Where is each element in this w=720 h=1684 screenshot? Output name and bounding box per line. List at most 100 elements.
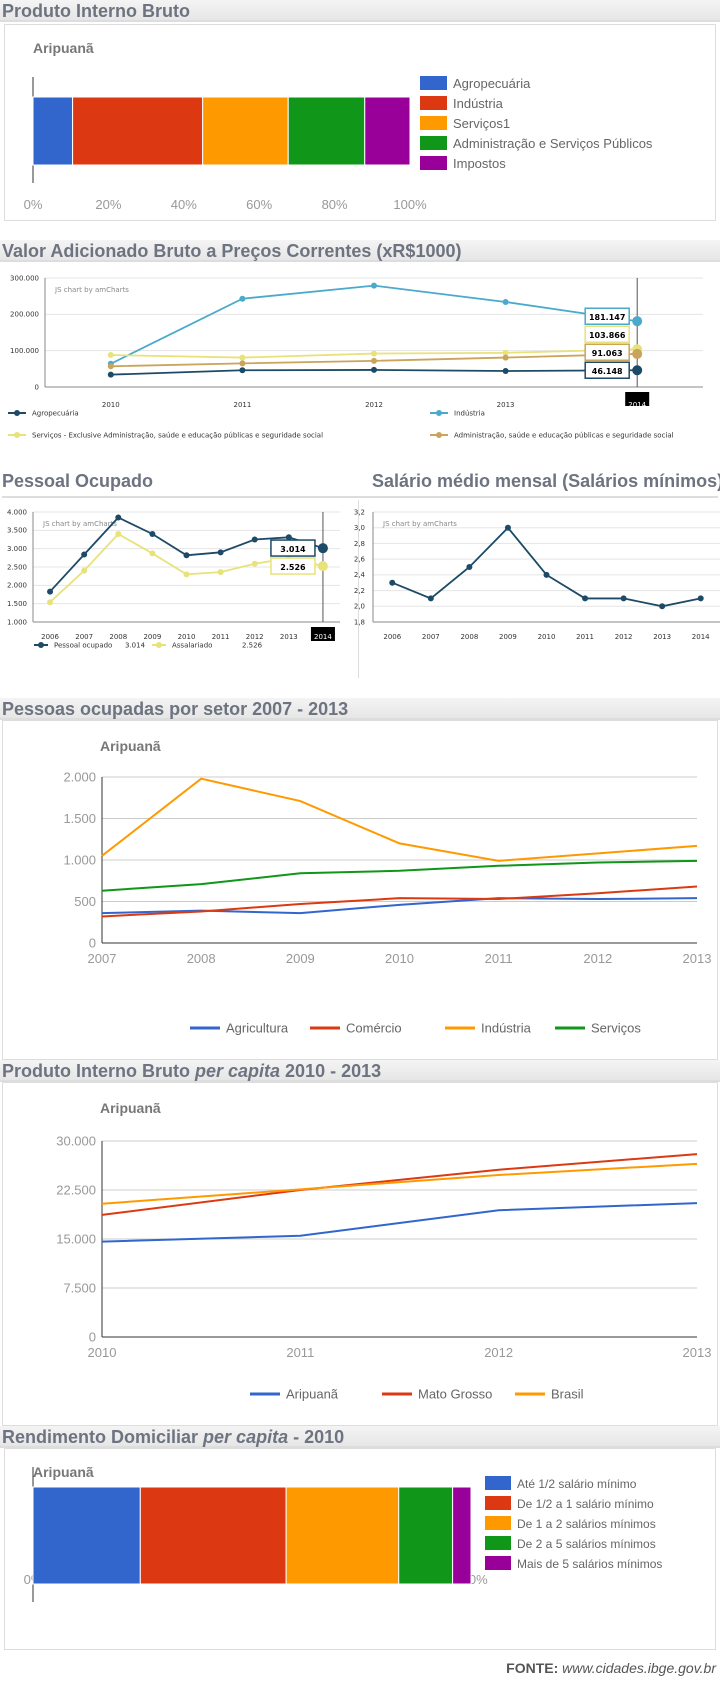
data-point <box>502 349 509 356</box>
x-tick-label: 2008 <box>460 633 478 641</box>
data-point <box>239 360 246 367</box>
y-tick-label: 0 <box>89 1329 96 1344</box>
x-tick-label: 2009 <box>499 633 517 641</box>
x-tick-label: 2011 <box>233 401 251 409</box>
pib-place-title: Aripuanã <box>33 40 94 56</box>
value-balloon-text: 103.866 <box>589 331 626 340</box>
legend-label: Aripuanã <box>286 1386 339 1401</box>
data-point <box>149 531 156 537</box>
series-line <box>101 859 698 892</box>
data-point <box>582 595 589 602</box>
y-tick-label: 2,4 <box>354 571 366 579</box>
bar-segment <box>285 1486 400 1585</box>
legend-label: Indústria <box>454 409 485 417</box>
x-tick-label: 2009 <box>143 633 161 641</box>
value-balloon <box>584 307 630 325</box>
data-point <box>620 595 627 602</box>
y-tick-label: 2,6 <box>354 555 366 563</box>
data-point <box>81 567 88 574</box>
data-point <box>239 295 246 302</box>
data-point <box>251 560 258 567</box>
y-tick-label: 0 <box>89 935 96 950</box>
legend-label: Mais de 5 salários mínimos <box>517 1557 662 1571</box>
data-point <box>183 552 190 559</box>
divider <box>2 496 718 498</box>
x-tick-label: 2006 <box>41 633 59 641</box>
x-tick-label: 2012 <box>583 951 612 966</box>
data-point <box>427 595 434 602</box>
legend-swatch <box>485 1476 511 1490</box>
legend-marker <box>14 410 20 416</box>
data-point <box>466 564 473 570</box>
bar-segment <box>287 96 366 166</box>
x-tick-label: 2007 <box>75 633 93 641</box>
series-line <box>101 1162 698 1205</box>
legend-label: De 2 a 5 salários mínimos <box>517 1537 656 1551</box>
va-chart: 0 100.000 200.000 300.000 JS chart by amChar… <box>8 274 703 439</box>
legend-label: Administração e Serviços Públicos <box>453 136 653 151</box>
x-tick-label: 100% <box>393 197 427 212</box>
data-point <box>149 550 156 557</box>
x-tick-label: 2009 <box>286 951 315 966</box>
rend-place-title: Aripuanã <box>33 1464 94 1480</box>
x-tick-label: 2010 <box>88 1345 117 1360</box>
y-tick-label: 3.000 <box>7 545 27 553</box>
section-header-salario: Salário médio mensal (Salários mínimos) <box>372 471 720 491</box>
section-header-va: Valor Adicionado Bruto a Preços Corrente… <box>0 240 720 262</box>
section-header-pib: Produto Interno Bruto <box>0 0 720 22</box>
data-point <box>115 531 122 537</box>
x-tick-label: 2010 <box>538 633 556 641</box>
legend-label: Indústria <box>481 1020 532 1035</box>
y-tick-label: 1,8 <box>354 618 365 626</box>
legend-swatch <box>420 76 447 90</box>
y-tick-label: 2,0 <box>354 603 365 611</box>
bar-segment <box>202 96 289 166</box>
y-tick-label: 3,0 <box>354 524 365 532</box>
data-point <box>371 357 377 364</box>
y-tick-label: 2.000 <box>63 769 96 784</box>
cursor-badge <box>310 627 335 641</box>
legend-label: Serviços <box>591 1020 641 1035</box>
y-tick-label: 2,8 <box>354 540 365 548</box>
value-balloon <box>270 539 316 557</box>
y-tick-label: 1.000 <box>7 618 27 626</box>
x-tick-label: 20% <box>95 197 121 212</box>
source-url[interactable]: www.cidades.ibge.gov.br <box>562 1660 716 1676</box>
data-point <box>107 352 114 359</box>
data-point <box>632 365 643 376</box>
value-balloon <box>584 361 630 379</box>
y-tick-label: 2.000 <box>7 582 27 590</box>
x-tick-label: 0% <box>24 197 43 212</box>
data-point <box>107 363 114 370</box>
x-tick-label: 2014 <box>692 633 710 641</box>
percap-title-a: Produto Interno Bruto <box>2 1061 195 1081</box>
legend-label: Assalariado <box>172 641 212 649</box>
legend-swatch <box>420 116 447 130</box>
x-tick-label: 2011 <box>576 633 594 641</box>
x-tick-label: 2012 <box>484 1345 513 1360</box>
value-balloon-text: 2.526 <box>280 563 306 572</box>
section-header-setor: Pessoas ocupadas por setor 2007 - 2013 <box>0 698 720 720</box>
legend-swatch <box>420 136 447 150</box>
legend-swatch <box>485 1556 511 1570</box>
legend-label: Serviços1 <box>453 116 510 131</box>
legend-label: Mato Grosso <box>418 1386 492 1401</box>
series-line <box>101 1202 698 1243</box>
y-tick-label: 200.000 <box>10 311 39 319</box>
x-tick-label: 2010 <box>385 951 414 966</box>
data-point <box>251 536 258 543</box>
x-tick-label: 2012 <box>615 633 633 641</box>
data-point <box>317 543 328 554</box>
amcharts-watermark: JS chart by amCharts <box>54 286 129 294</box>
x-tick-label: 2008 <box>109 633 127 641</box>
x-tick-label: 80% <box>322 197 348 212</box>
x-tick-label: 2012 <box>246 633 264 641</box>
x-tick-label: 2007 <box>88 951 117 966</box>
legend-marker <box>436 410 442 416</box>
percap-title-c: 2010 - 2013 <box>280 1061 382 1081</box>
y-tick-label: 300.000 <box>10 274 39 282</box>
y-tick-label: 3,2 <box>354 508 365 516</box>
value-balloon-text: 3.014 <box>280 545 306 554</box>
data-point <box>502 368 509 375</box>
pib-chart: 0% 20% 40% 60% 80% 100% Agropecuária Indústria S… <box>24 76 653 212</box>
